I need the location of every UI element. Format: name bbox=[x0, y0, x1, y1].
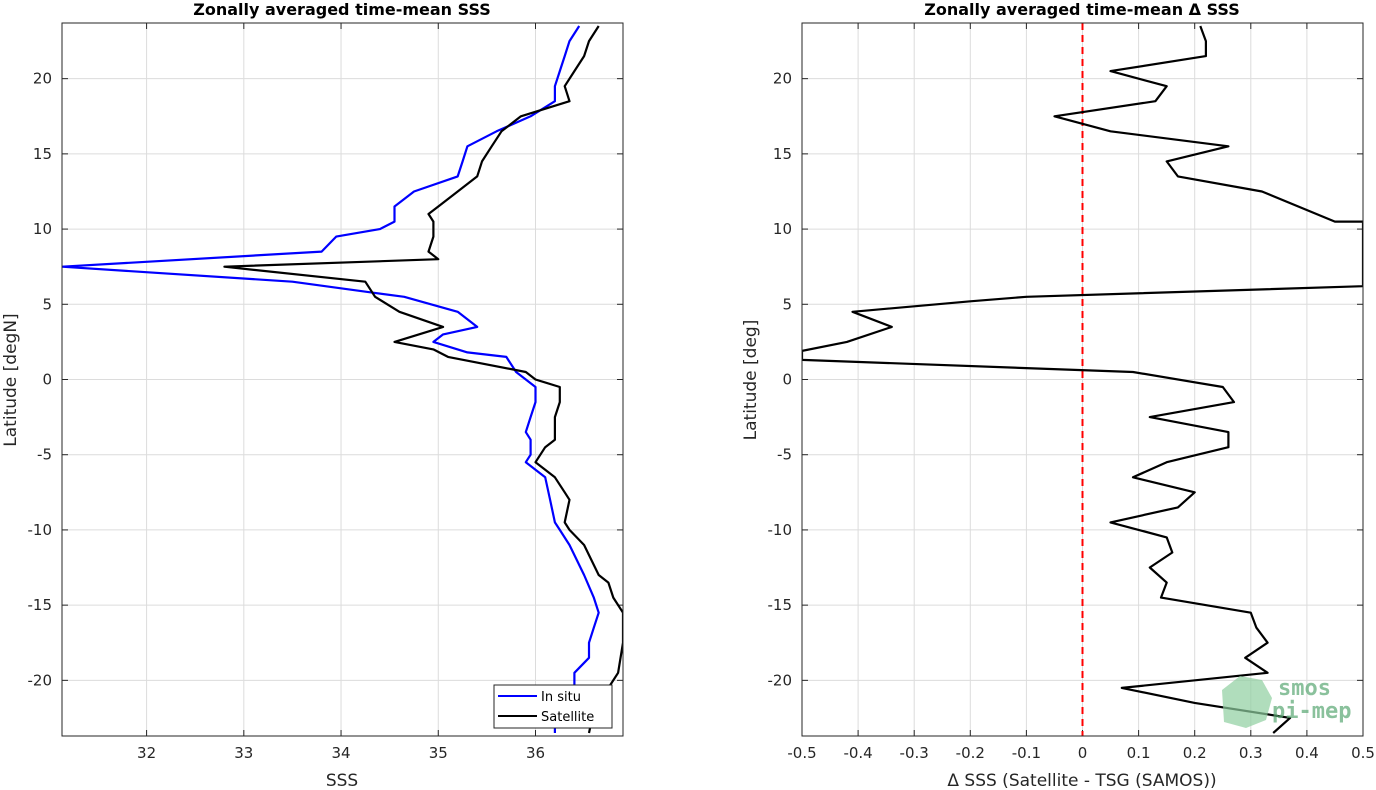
right-x-tick-label: 0.4 bbox=[1295, 744, 1319, 762]
right-x-tick-label: 0.5 bbox=[1351, 744, 1375, 762]
right-y-tick-label: -15 bbox=[768, 596, 793, 614]
left-y-tick-label: -10 bbox=[28, 521, 53, 539]
right-x-tick-label: -0.4 bbox=[843, 744, 872, 762]
left-y-tick-label: 0 bbox=[42, 371, 52, 389]
right-x-tick-label: 0.2 bbox=[1183, 744, 1207, 762]
left-panel: Zonally averaged time-mean SSS 32 33 34 35 3… bbox=[1, 0, 624, 790]
right-x-tick-label: -0.3 bbox=[900, 744, 929, 762]
right-x-tick-label: 0.3 bbox=[1239, 744, 1263, 762]
right-y-tick-label: 5 bbox=[782, 295, 792, 313]
right-y-tick-label: 10 bbox=[773, 220, 792, 238]
legend-label-satellite: Satellite bbox=[541, 710, 594, 725]
right-chart-title: Zonally averaged time-mean Δ SSS bbox=[924, 0, 1240, 19]
left-tick-labels: 32 33 34 35 36 -20 -15 -10 -5 0 5 10 15 20 bbox=[28, 70, 546, 762]
right-y-axis-label: Latitude [deg] bbox=[741, 320, 761, 441]
smos-pimep-logo: smos pi-mep bbox=[1222, 676, 1351, 728]
right-x-tick-label: -0.1 bbox=[1012, 744, 1041, 762]
legend: In situ Satellite bbox=[493, 684, 613, 729]
left-y-tick-label: -5 bbox=[37, 446, 52, 464]
right-tick-labels: -0.5 -0.4 -0.3 -0.2 -0.1 0 0.1 0.2 0.3 0.4 0.5 -20 -… bbox=[768, 70, 1375, 762]
left-y-tick-label: -15 bbox=[28, 596, 53, 614]
left-y-tick-label: -20 bbox=[28, 671, 53, 689]
right-x-tick-label: -0.5 bbox=[787, 744, 816, 762]
left-series-line-satellite bbox=[223, 25, 623, 734]
left-axes-box bbox=[61, 22, 624, 737]
left-y-axis-label: Latitude [degN] bbox=[1, 313, 21, 446]
left-x-axis-label: SSS bbox=[326, 771, 358, 790]
left-y-tick-label: 5 bbox=[42, 295, 52, 313]
left-series-group bbox=[62, 25, 623, 734]
left-y-tick-label: 20 bbox=[33, 70, 52, 88]
left-x-tick-label: 32 bbox=[137, 744, 156, 762]
left-x-tick-label: 36 bbox=[526, 744, 545, 762]
logo-text-smos: smos bbox=[1278, 676, 1331, 701]
right-axes-box bbox=[801, 22, 1364, 737]
left-x-tick-label: 33 bbox=[234, 744, 253, 762]
right-y-tick-label: 20 bbox=[773, 70, 792, 88]
right-series-group bbox=[802, 23, 1363, 736]
left-y-tick-label: 10 bbox=[33, 220, 52, 238]
right-panel: Zonally averaged time-mean Δ SSS -0.5 -0.… bbox=[741, 0, 1375, 790]
left-y-tick-label: 15 bbox=[33, 145, 52, 163]
left-x-tick-label: 35 bbox=[429, 744, 448, 762]
right-y-tick-label: -5 bbox=[777, 446, 792, 464]
left-grid bbox=[62, 23, 623, 736]
right-x-axis-label: Δ SSS (Satellite - TSG (SAMOS)) bbox=[947, 771, 1216, 790]
right-series-line-delta bbox=[802, 25, 1363, 734]
left-x-tick-label: 34 bbox=[331, 744, 350, 762]
left-series-line-in-situ bbox=[62, 25, 600, 733]
right-x-tick-label: 0 bbox=[1078, 744, 1088, 762]
logo-emblem-icon bbox=[1222, 676, 1272, 728]
legend-box bbox=[493, 684, 613, 729]
right-x-tick-label: 0.1 bbox=[1127, 744, 1151, 762]
right-y-tick-label: -20 bbox=[768, 671, 793, 689]
legend-label-in-situ: In situ bbox=[541, 690, 581, 705]
right-x-tick-label: -0.2 bbox=[956, 744, 985, 762]
logo-text-pimep: pi-mep bbox=[1272, 699, 1351, 724]
right-y-tick-label: 0 bbox=[782, 371, 792, 389]
right-y-tick-label: 15 bbox=[773, 145, 792, 163]
left-chart-title: Zonally averaged time-mean SSS bbox=[193, 0, 491, 19]
right-y-tick-label: -10 bbox=[768, 521, 793, 539]
